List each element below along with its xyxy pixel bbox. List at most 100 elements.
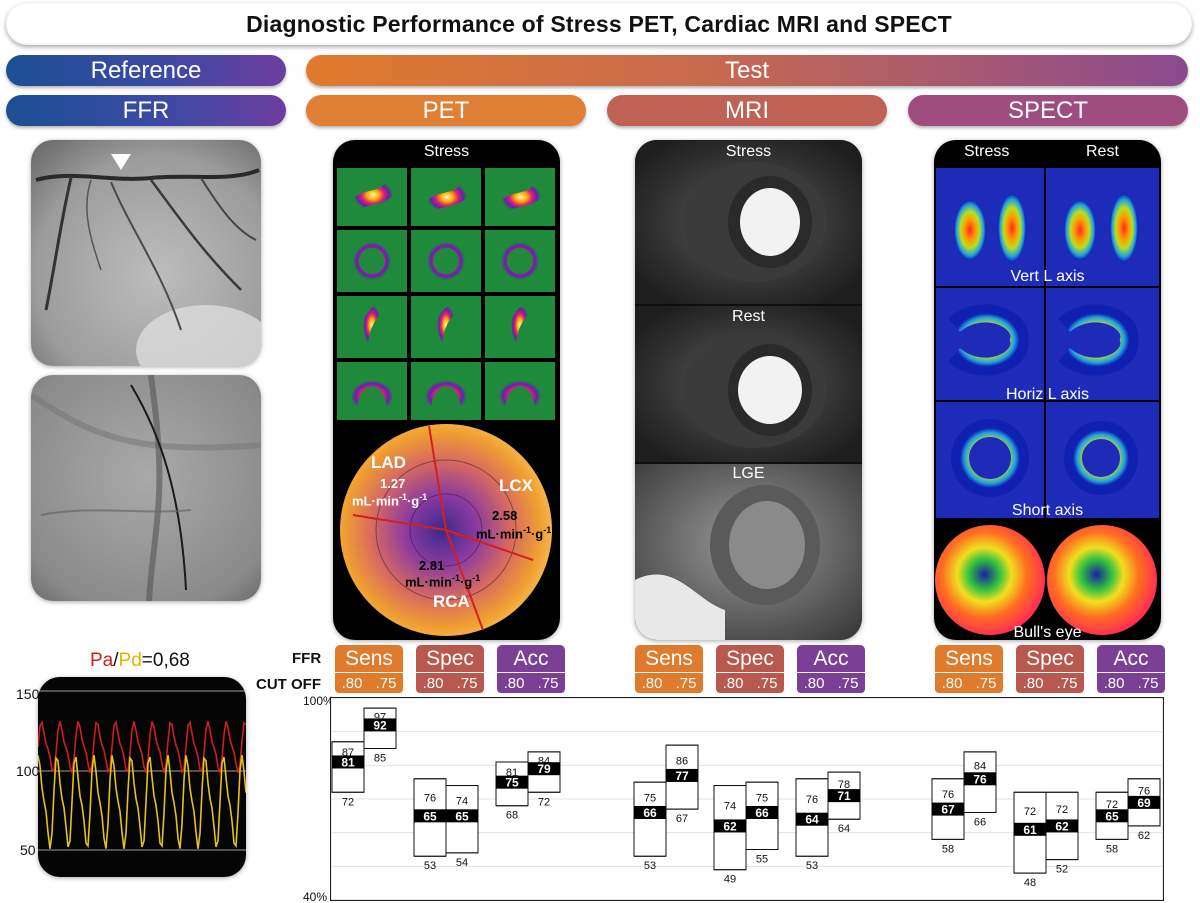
chart-y-tick-100: 100% (303, 694, 334, 708)
ci-high-label: 78 (838, 779, 850, 791)
cutoff-value: .75 (1137, 674, 1159, 692)
pressure-tick-50: 50 (20, 842, 36, 858)
pet-image-panel: Stress LAD 1.27 mL·min-1·g-1 LCX 2.58 mL… (333, 140, 560, 640)
pet-acc-header: Acc (497, 645, 565, 672)
ci-low-label: 54 (456, 857, 468, 869)
point-estimate-bar (746, 805, 778, 819)
point-estimate-label: 65 (455, 809, 469, 823)
cutoff-row-label: CUT OFF (256, 676, 321, 693)
mri-lge-label: LGE (732, 465, 765, 482)
pet-lcx-value: 2.58 (492, 508, 518, 523)
ci-high-label: 74 (724, 801, 736, 813)
ffr-row-label: FFR (292, 650, 322, 667)
ci-high-label: 76 (806, 794, 818, 806)
ci-low-label: 53 (644, 860, 656, 872)
ci-high-label: 76 (1138, 786, 1150, 798)
point-estimate-bar (634, 805, 666, 819)
figure-title: Diagnostic Performance of Stress PET, Ca… (6, 3, 1192, 45)
ci-high-label: 84 (538, 755, 550, 767)
point-estimate-label: 77 (675, 769, 689, 783)
ci-high-label: 97 (374, 712, 386, 724)
test-header: Test (306, 55, 1188, 86)
mri-stress-label: Stress (725, 143, 772, 160)
mri-acc-header: Acc (797, 645, 865, 672)
point-estimate-bar (528, 762, 560, 776)
pet-rca-unit: mL·min-1·g-1 (405, 573, 481, 590)
pet-lcx-label: LCX (499, 476, 533, 495)
ci-high-label: 72 (1056, 804, 1068, 816)
mri-image-panel: Stress Rest LGE (635, 140, 862, 640)
pd-label: Pd (118, 650, 142, 671)
point-estimate-label: 66 (643, 806, 657, 820)
mri-rest-label: Rest (732, 308, 765, 325)
point-estimate-label: 65 (1105, 809, 1119, 823)
ci-low-label: 53 (806, 860, 818, 872)
ci-high-label: 72 (1024, 806, 1036, 818)
pd-pressure-trace (38, 755, 246, 849)
spect-stress-label: Stress (964, 143, 1010, 160)
cutoff-value: .80 (1022, 674, 1044, 692)
point-estimate-label: 75 (505, 776, 519, 790)
ci-high-label: 75 (644, 792, 656, 804)
ci-low-label: 68 (506, 810, 518, 822)
cutoff-value: .75 (837, 674, 859, 692)
pet-rca-value: 2.81 (419, 558, 445, 573)
point-estimate-bar (714, 819, 746, 833)
pressure-ratio-label: Pa/Pd=0,68 (90, 650, 190, 671)
mri-header: MRI (607, 95, 887, 126)
chart-y-tick-40: 40% (303, 890, 328, 903)
point-estimate-label: 79 (537, 762, 551, 776)
spect-bulls-eye-label: Bull's eye (1013, 624, 1082, 640)
cutoff-value: .80 (941, 674, 963, 692)
ci-low-label: 49 (724, 874, 736, 886)
pet-lcx-unit: mL·min-1·g-1 (476, 525, 552, 542)
ci-high-label: 72 (1106, 799, 1118, 811)
point-estimate-label: 65 (423, 809, 437, 823)
spect-acc-header: Acc (1097, 645, 1165, 672)
diagnostic-performance-chart: 8187729297856576536574547581687984726675… (330, 697, 1164, 901)
ratio-value: =0,68 (141, 650, 190, 671)
mri-spec-cutoffs: .80 .75 (716, 673, 784, 693)
cutoff-value: .80 (722, 674, 744, 692)
spect-vert-axis-label: Vert L axis (1010, 268, 1085, 285)
ci-low-label: 53 (424, 860, 436, 872)
mri-spec-header: Spec (716, 645, 784, 672)
pet-sens-cutoffs: .80 .75 (335, 673, 403, 693)
cutoff-value: .80 (341, 674, 363, 692)
ci-low-label: 64 (838, 823, 850, 835)
spect-spec-header: Spec (1016, 645, 1084, 672)
point-estimate-bar (666, 768, 698, 782)
spect-header: SPECT (908, 95, 1188, 126)
point-estimate-bar (932, 802, 964, 816)
point-estimate-bar (364, 718, 396, 732)
spect-sens-cutoffs: .80 .75 (935, 673, 1003, 693)
ci-high-label: 84 (974, 760, 986, 772)
point-estimate-bar (828, 789, 860, 803)
ci-low-label: 52 (1056, 864, 1068, 876)
pressure-tick-150: 150 (16, 686, 40, 702)
ci-high-label: 81 (506, 767, 518, 779)
cutoff-value: .75 (537, 674, 559, 692)
ci-low-label: 67 (676, 813, 688, 825)
point-estimate-bar (414, 809, 446, 823)
mri-sens-header: Sens (635, 645, 703, 672)
angiogram-image-top (31, 140, 261, 366)
ci-high-label: 87 (342, 747, 354, 759)
mri-sens-cutoffs: .80 .75 (635, 673, 703, 693)
point-estimate-label: 92 (373, 718, 387, 732)
cutoff-value: .80 (503, 674, 525, 692)
point-estimate-bar (1046, 819, 1078, 833)
angiogram-image-bottom (31, 375, 261, 601)
ci-low-label: 58 (1106, 843, 1118, 855)
ci-low-label: 66 (974, 816, 986, 828)
point-estimate-bar (332, 755, 364, 769)
spect-short-axis-label: Short axis (1011, 502, 1084, 519)
ci-high-label: 75 (756, 792, 768, 804)
pet-lad-label: LAD (371, 453, 406, 472)
ci-high-label: 76 (424, 792, 436, 804)
pa-label: Pa (90, 650, 114, 671)
point-estimate-label: 62 (723, 819, 737, 833)
ci-high-label: 76 (942, 789, 954, 801)
pressure-tick-100: 100 (16, 763, 40, 779)
point-estimate-label: 61 (1023, 823, 1037, 837)
